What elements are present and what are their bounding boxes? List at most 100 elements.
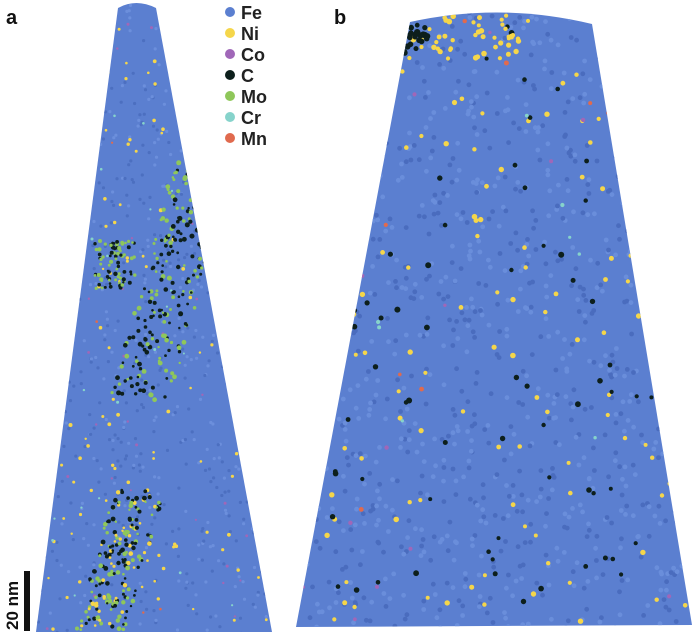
fe-atom [245, 500, 249, 504]
fe-atom [162, 102, 166, 106]
fe-atom [454, 623, 460, 627]
fe-atom [486, 322, 492, 328]
fe-atom [256, 160, 260, 164]
fe-atom [343, 235, 348, 241]
co-atom [129, 489, 132, 492]
segregation-atom [178, 311, 184, 317]
fe-atom [406, 437, 412, 443]
fe-atom [218, 625, 222, 629]
fe-atom [372, 83, 378, 88]
c-atom [401, 28, 407, 34]
fe-atom [112, 136, 116, 140]
fe-atom [121, 176, 125, 180]
fe-atom [515, 77, 521, 83]
segregation-atom [160, 274, 166, 279]
legend-label-mn: Mn [241, 129, 267, 149]
fe-atom [106, 18, 110, 22]
ni-atom [434, 40, 439, 45]
fe-atom [85, 124, 89, 128]
fe-atom [660, 278, 666, 284]
fe-atom [346, 21, 351, 27]
segregation-atom [139, 295, 144, 299]
fe-atom [166, 248, 170, 252]
segregation-atom [150, 333, 154, 337]
fe-atom [401, 592, 406, 598]
ni-atom [469, 584, 475, 590]
segregation-atom [89, 599, 93, 603]
c-atom [620, 41, 625, 45]
fe-atom [36, 387, 39, 391]
segregation-atom [108, 556, 112, 559]
panel-a-tip-body [36, 3, 272, 632]
fe-atom [300, 301, 306, 307]
fe-atom [317, 545, 323, 551]
fe-atom [227, 159, 231, 163]
c-atom [322, 363, 328, 369]
segregation-atom [172, 178, 176, 182]
cr-atom [271, 292, 272, 296]
fe-atom [511, 120, 516, 126]
fe-atom [508, 241, 514, 246]
segregation-atom [127, 516, 132, 521]
fe-atom [663, 518, 668, 524]
fe-atom [307, 109, 313, 114]
ni-atom [419, 44, 424, 50]
segregation-atom [205, 214, 210, 220]
fe-atom [681, 490, 686, 496]
fe-atom [569, 417, 574, 423]
fe-atom [152, 418, 156, 422]
fe-atom [375, 217, 381, 223]
segregation-atom [115, 618, 121, 623]
fe-atom [105, 282, 109, 286]
ni-atom [84, 437, 87, 440]
fe-atom [377, 496, 382, 502]
mn-atom [672, 283, 677, 288]
fe-atom [542, 66, 547, 72]
fe-atom [449, 179, 455, 185]
segregation-atom [143, 318, 147, 323]
fe-atom [376, 517, 381, 523]
fe-atom [131, 466, 135, 470]
co-atom [360, 273, 365, 278]
fe-atom [657, 621, 663, 627]
fe-atom [326, 365, 332, 371]
fe-atom [444, 533, 450, 539]
fe-atom [503, 615, 508, 621]
ni-atom [506, 42, 512, 48]
c-atom [400, 26, 406, 32]
ni-atom [124, 77, 128, 81]
fe-atom [298, 165, 304, 170]
fe-atom [190, 430, 194, 434]
ni-atom [272, 625, 275, 628]
fe-atom [545, 31, 551, 37]
fe-atom [346, 462, 351, 468]
fe-atom [131, 180, 136, 184]
fe-atom [36, 54, 38, 59]
fe-atom [324, 515, 330, 520]
ni-atom [510, 296, 516, 303]
ni-atom [404, 145, 409, 150]
fe-atom [684, 499, 690, 505]
fe-atom [506, 572, 511, 578]
fe-atom [162, 503, 166, 507]
fe-atom [356, 160, 362, 166]
fe-atom [191, 581, 195, 585]
fe-atom [370, 506, 376, 512]
fe-atom [626, 55, 632, 61]
segregation-atom [121, 361, 125, 365]
fe-atom [307, 124, 313, 130]
ni-atom [510, 352, 516, 359]
fe-atom [564, 145, 570, 151]
fe-atom [329, 403, 335, 409]
fe-atom [79, 370, 83, 374]
ni-atom [51, 627, 55, 631]
fe-atom [78, 297, 82, 301]
fe-atom [430, 474, 436, 480]
c-atom [414, 22, 420, 28]
fe-atom [133, 437, 138, 441]
fe-atom [399, 544, 404, 550]
fe-atom [356, 416, 362, 421]
fe-atom [247, 385, 251, 389]
fe-atom [569, 283, 574, 289]
segregation-atom [214, 162, 218, 166]
